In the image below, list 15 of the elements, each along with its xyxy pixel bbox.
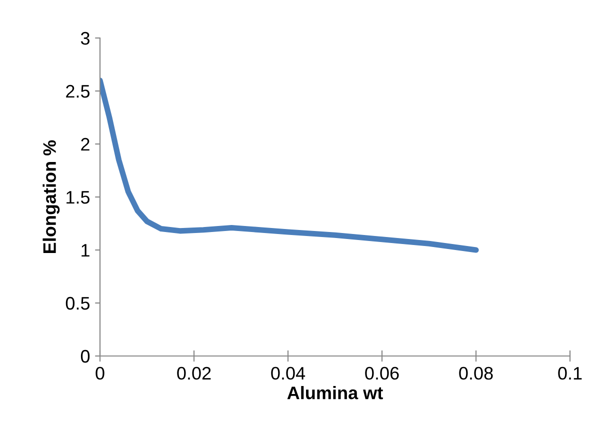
y-tick-label: 1.5	[66, 191, 90, 204]
y-tick-label: 3	[80, 32, 90, 45]
x-axis-title: Alumina wt	[287, 386, 383, 400]
x-tick-label: 0.06	[365, 366, 399, 380]
y-axis-title: Elongation %	[42, 140, 60, 253]
x-tick-label: 0.02	[177, 366, 211, 380]
x-tick-label: 0.1	[558, 366, 582, 380]
y-tick-label: 0.5	[66, 296, 90, 310]
y-tick-label: 1	[82, 244, 90, 257]
y-tick-label: 2.5	[66, 84, 90, 98]
x-tick-label: 0	[96, 366, 104, 380]
y-tick-label: 0	[80, 350, 90, 363]
x-tick-label: 0.04	[271, 366, 306, 380]
x-tick-label: 0.08	[459, 366, 493, 380]
y-tick-label: 2	[81, 138, 90, 151]
